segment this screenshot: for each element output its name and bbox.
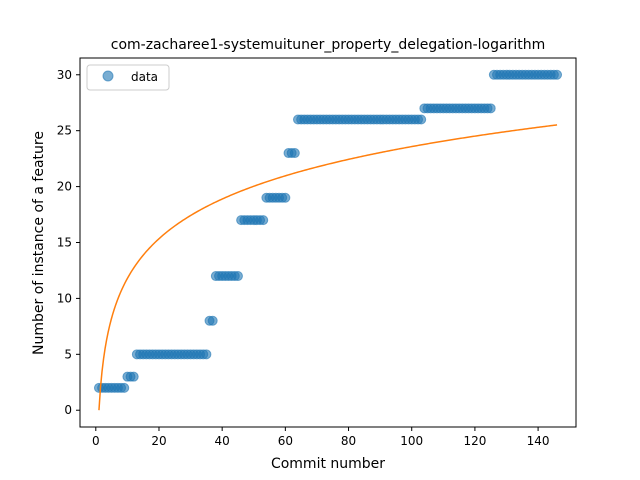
y-tick-label: 0 [64, 403, 72, 417]
y-tick-label: 5 [64, 347, 72, 361]
y-tick-label: 30 [57, 68, 72, 82]
y-axis-label: Number of instance of a feature [31, 131, 47, 355]
x-tick-label: 80 [341, 434, 356, 448]
y-tick-label: 15 [57, 236, 72, 250]
x-tick-label: 100 [400, 434, 423, 448]
data-point [258, 215, 269, 226]
x-tick-label: 120 [463, 434, 486, 448]
y-axis: 0 5 10 15 20 25 30 [57, 68, 80, 417]
data-point [416, 114, 427, 125]
y-tick-label: 25 [57, 124, 72, 138]
plot-marks [93, 69, 563, 411]
data-point [207, 315, 218, 326]
data-point [280, 192, 291, 203]
x-tick-label: 60 [278, 434, 293, 448]
data-point [119, 382, 130, 393]
data-point [289, 148, 300, 159]
x-axis: 0 20 40 60 80 100 120 140 [92, 427, 550, 448]
legend-entry-data: data [131, 70, 158, 84]
x-axis-label: Commit number [271, 456, 385, 472]
legend: data [86, 64, 170, 91]
x-tick-label: 40 [215, 434, 230, 448]
data-point [128, 371, 139, 382]
y-tick-label: 20 [57, 180, 72, 194]
x-tick-label: 20 [151, 434, 166, 448]
data-point [201, 349, 212, 360]
data-point [552, 69, 563, 80]
legend-marker [102, 70, 114, 82]
y-tick-label: 10 [57, 291, 72, 305]
data-point [485, 103, 496, 114]
x-tick-label: 0 [92, 434, 100, 448]
fit-line [98, 124, 558, 411]
chart-title: com-zacharee1-systemuituner_property_del… [111, 37, 545, 53]
x-tick-label: 140 [527, 434, 550, 448]
data-point [232, 271, 243, 282]
